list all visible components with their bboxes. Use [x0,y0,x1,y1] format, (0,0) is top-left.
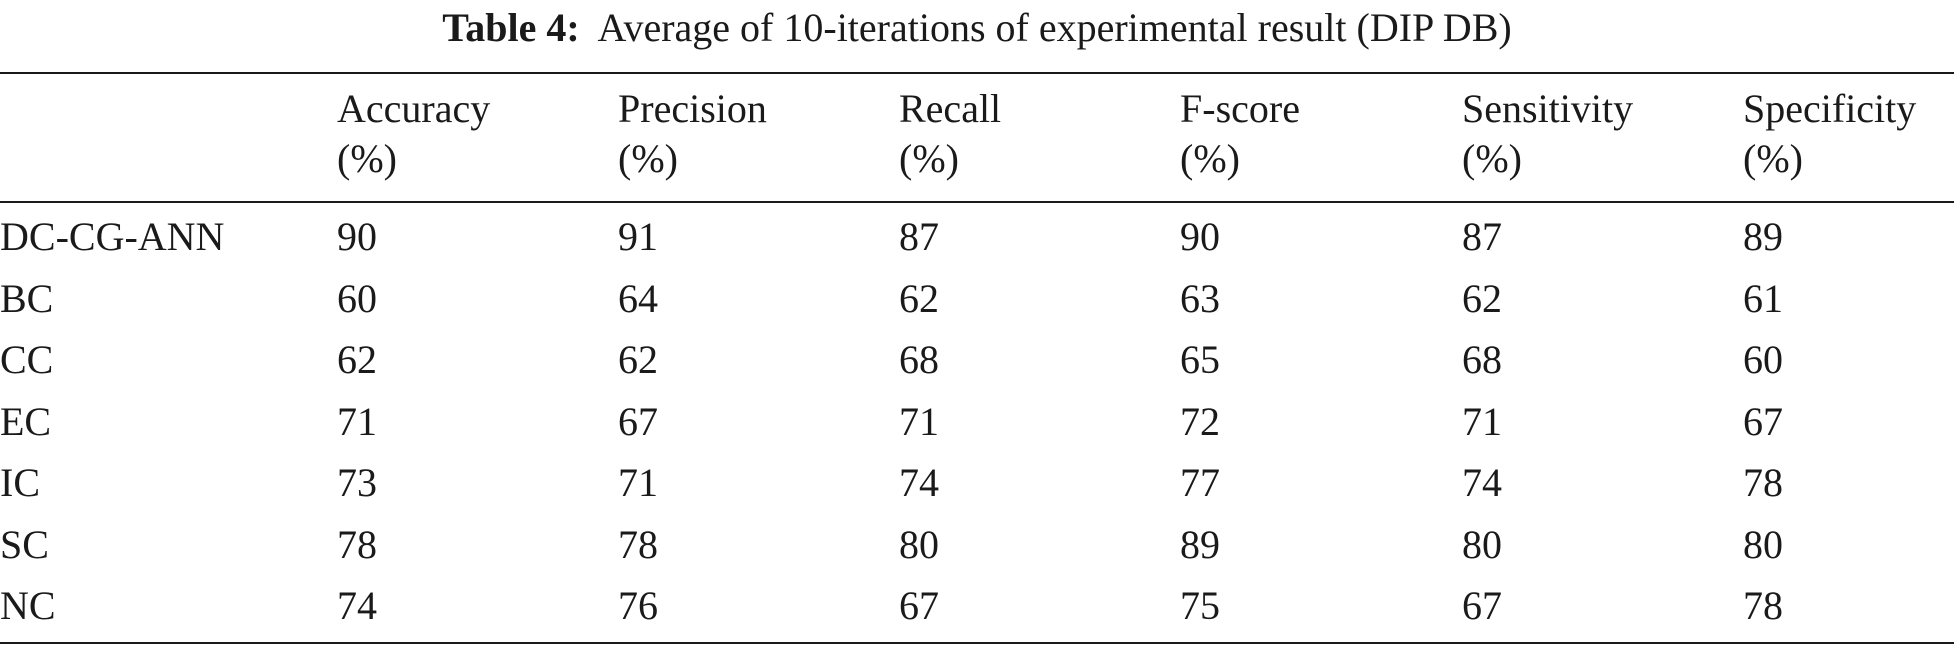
column-header-unit: (%) [899,136,959,181]
cell-recall: 71 [899,398,939,444]
row-method: BC [0,275,54,321]
cell-accuracy: 90 [337,214,377,259]
cell-accuracy: 73 [337,460,377,505]
cell-precision: 64 [618,275,658,321]
cell-precision: 91 [618,214,658,259]
column-header-name: F-score [1180,86,1300,131]
table-row: EC 71 67 71 72 71 67 [0,397,1954,459]
row-method: NC [0,583,56,628]
column-header-unit: (%) [1743,136,1803,181]
column-header-unit: (%) [1462,136,1522,181]
cell-f-score: 72 [1180,398,1220,444]
cell-specificity: 89 [1743,214,1783,259]
cell-recall: 68 [899,337,939,382]
cell-accuracy: 78 [337,521,377,567]
cell-sensitivity: 87 [1462,214,1502,259]
cell-specificity: 67 [1743,398,1783,444]
row-method: SC [0,521,49,567]
table-bottom-rule [0,642,1954,644]
cell-f-score: 75 [1180,583,1220,628]
table-row: NC 74 76 67 75 67 78 [0,581,1954,643]
table-header-rule [0,201,1954,203]
cell-sensitivity: 71 [1462,398,1502,444]
table-row: DC-CG-ANN 90 91 87 90 87 89 [0,212,1954,274]
table-caption: Table 4: Average of 10-iterations of exp… [0,4,1954,52]
cell-sensitivity: 74 [1462,460,1502,505]
cell-f-score: 77 [1180,460,1220,505]
cell-recall: 62 [899,275,939,321]
table-row: IC 73 71 74 77 74 78 [0,458,1954,520]
column-header-unit: (%) [337,136,397,181]
table-row: SC 78 78 80 89 80 80 [0,520,1954,582]
cell-f-score: 65 [1180,337,1220,382]
cell-specificity: 78 [1743,583,1783,628]
cell-precision: 71 [618,460,658,505]
cell-sensitivity: 68 [1462,337,1502,382]
cell-precision: 62 [618,337,658,382]
cell-recall: 67 [899,583,939,628]
cell-recall: 87 [899,214,939,259]
row-method: EC [0,398,52,444]
cell-f-score: 63 [1180,275,1220,321]
cell-accuracy: 71 [337,398,377,444]
cell-accuracy: 62 [337,337,377,382]
column-header-f-score: F-score (%) [1180,84,1300,184]
cell-recall: 74 [899,460,939,505]
table-row: BC 60 64 62 63 62 61 [0,274,1954,336]
column-header-name: Accuracy [337,86,491,131]
column-header-unit: (%) [618,136,678,181]
cell-sensitivity: 80 [1462,521,1502,567]
table-body: DC-CG-ANN 90 91 87 90 87 89 BC 60 64 62 … [0,212,1954,643]
column-header-accuracy: Accuracy (%) [337,84,490,184]
cell-precision: 78 [618,521,658,567]
column-header-specificity: Specificity (%) [1743,84,1916,184]
cell-accuracy: 60 [337,275,377,321]
column-header-unit: (%) [1180,136,1240,181]
column-header-name: Precision [618,86,767,131]
cell-specificity: 80 [1743,521,1783,567]
cell-sensitivity: 67 [1462,583,1502,628]
cell-specificity: 60 [1743,337,1783,382]
row-method: CC [0,337,54,382]
cell-accuracy: 74 [337,583,377,628]
column-header-name: Recall [899,86,1002,131]
row-method: DC-CG-ANN [0,214,225,259]
row-method: IC [0,460,40,505]
table-header-row: Accuracy (%) Precision (%) Recall (%) F-… [0,84,1954,196]
column-header-name: Specificity [1743,86,1917,131]
table-caption-text: Average of 10-iterations of experimental… [597,5,1512,50]
cell-recall: 80 [899,521,939,567]
cell-specificity: 61 [1743,275,1783,321]
column-header-precision: Precision (%) [618,84,767,184]
cell-precision: 67 [618,398,658,444]
table-top-rule [0,72,1954,74]
table-row: CC 62 62 68 65 68 60 [0,335,1954,397]
table-caption-label: Table 4: [442,5,580,50]
column-header-name: Sensitivity [1462,86,1634,131]
cell-f-score: 89 [1180,521,1220,567]
column-header-sensitivity: Sensitivity (%) [1462,84,1633,184]
cell-f-score: 90 [1180,214,1220,259]
cell-precision: 76 [618,583,658,628]
cell-sensitivity: 62 [1462,275,1502,321]
cell-specificity: 78 [1743,460,1783,505]
column-header-recall: Recall (%) [899,84,1001,184]
